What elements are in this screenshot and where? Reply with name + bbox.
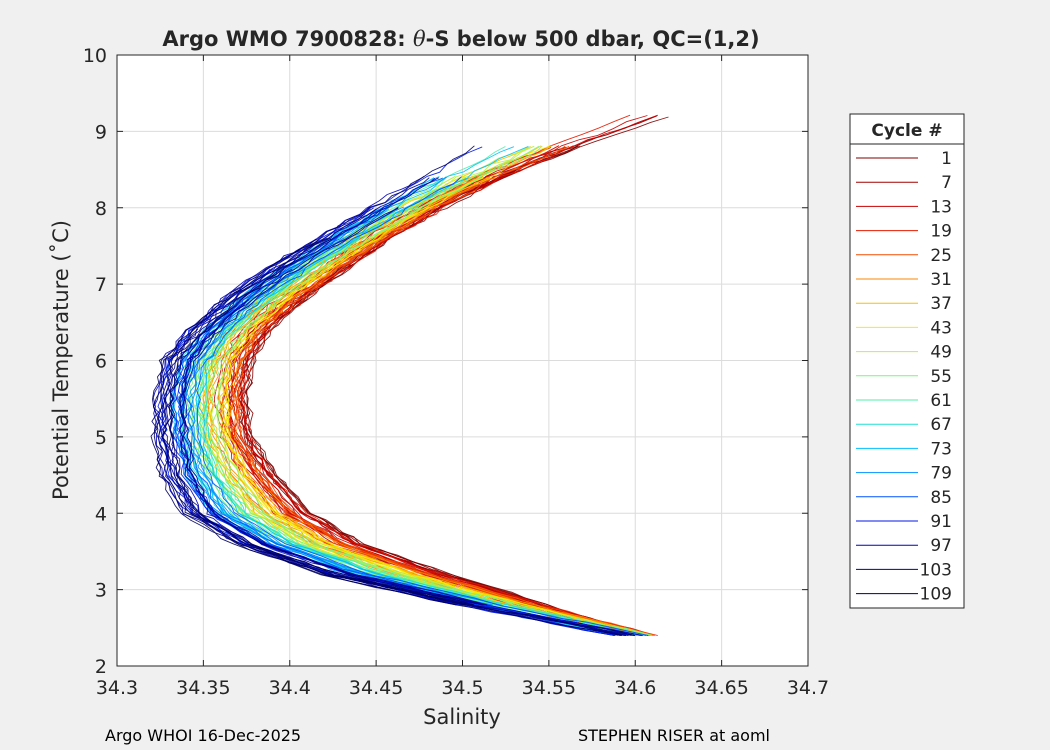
y-tick-label: 7 xyxy=(95,274,107,296)
legend-label: 109 xyxy=(920,585,952,605)
legend-label: 103 xyxy=(920,560,952,580)
x-tick-label: 34.7 xyxy=(787,677,829,699)
profile-line xyxy=(217,145,653,636)
legend-box xyxy=(849,113,965,609)
legend-label: 43 xyxy=(930,318,952,338)
legend-label: 13 xyxy=(930,197,952,217)
legend-label: 91 xyxy=(930,512,952,532)
profile-line xyxy=(224,177,528,606)
x-tick-label: 34.4 xyxy=(269,677,311,699)
x-axis-label: Salinity xyxy=(423,705,501,729)
x-tick-label: 34.3 xyxy=(96,677,138,699)
y-tick-label: 10 xyxy=(83,45,107,67)
x-tick-label: 34.45 xyxy=(349,677,403,699)
legend-label: 55 xyxy=(930,367,952,387)
y-tick-label: 8 xyxy=(95,198,107,220)
chart-title: Argo WMO 7900828: θ-S below 500 dbar, QC… xyxy=(162,27,759,51)
legend-label: 7 xyxy=(941,173,952,193)
profile-line xyxy=(157,237,464,606)
y-tick-label: 9 xyxy=(95,121,107,143)
x-tick-label: 34.65 xyxy=(694,677,748,699)
profile-line xyxy=(161,328,467,606)
y-tick-label: 5 xyxy=(95,427,107,449)
y-tick-label: 4 xyxy=(95,503,107,525)
profile-line xyxy=(236,145,656,636)
footer-left: Argo WHOI 16-Dec-2025 xyxy=(105,726,302,745)
legend-label: 31 xyxy=(930,270,952,290)
legend-label: 61 xyxy=(930,391,952,411)
profiles xyxy=(150,114,669,636)
legend-label: 79 xyxy=(930,464,952,484)
profile-line xyxy=(189,206,492,606)
x-tick-label: 34.35 xyxy=(176,677,230,699)
profile-line xyxy=(169,268,475,606)
profile-line xyxy=(178,298,484,606)
legend-label: 97 xyxy=(930,536,952,556)
legend-title: Cycle # xyxy=(871,121,942,141)
y-tick-label: 6 xyxy=(95,351,107,373)
legend: Cycle # 1 7 13 19 25 31 37 43 49 55 61 67 73 79 85 91 97… xyxy=(849,113,965,609)
y-tick-label: 3 xyxy=(95,580,107,602)
profile-line xyxy=(195,177,500,606)
y-axis-label: Potential Temperature (˚C) xyxy=(49,220,73,500)
profile-line xyxy=(182,206,488,606)
legend-label: 49 xyxy=(930,343,952,363)
legend-label: 37 xyxy=(930,294,952,314)
legend-label: 19 xyxy=(930,222,952,242)
legend-label: 85 xyxy=(930,488,952,508)
footer-right: STEPHEN RISER at aoml xyxy=(578,726,770,745)
profile-line xyxy=(230,177,655,636)
profile-line xyxy=(241,145,658,636)
x-tick-label: 34.6 xyxy=(614,677,656,699)
profile-line xyxy=(167,238,636,636)
y-axis-ticks: 2 3 4 5 6 7 8 9 10 xyxy=(83,45,808,678)
legend-label: 73 xyxy=(930,439,952,459)
legend-label: 67 xyxy=(930,415,952,435)
profile-line xyxy=(235,145,570,606)
profile-line xyxy=(203,237,508,606)
legend-label: 25 xyxy=(930,246,952,266)
x-axis-ticks: 34.3 34.35 34.4 34.45 34.5 34.55 34.6 34.65 34.7 xyxy=(96,55,829,699)
profile-line xyxy=(231,177,652,636)
profile-line xyxy=(220,177,652,636)
y-tick-label: 2 xyxy=(95,656,107,678)
profile-line xyxy=(196,176,649,636)
x-tick-label: 34.55 xyxy=(522,677,576,699)
profile-line xyxy=(211,145,650,636)
legend-label: 1 xyxy=(941,149,952,169)
profile-line xyxy=(152,145,623,636)
x-tick-label: 34.5 xyxy=(441,677,483,699)
